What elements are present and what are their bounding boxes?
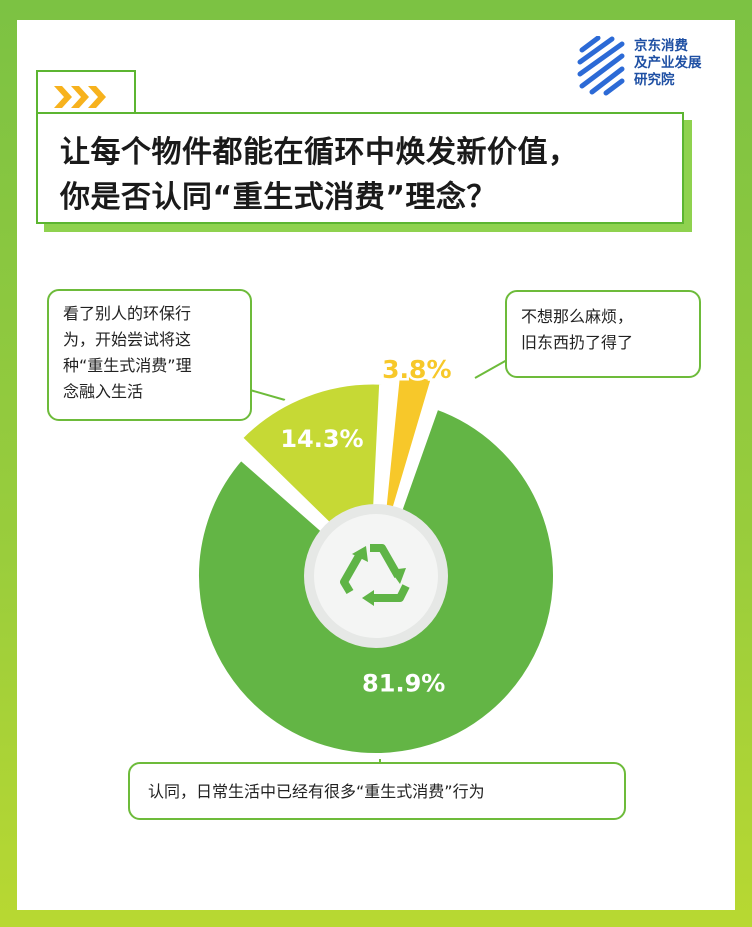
callout-throw-away: 不想那么麻烦， 旧东西扔了得了	[505, 290, 701, 378]
publisher-name-line-1: 京东消费	[634, 38, 688, 54]
center-disc	[314, 514, 438, 638]
callout-b-line-1: 不想那么麻烦，	[521, 307, 634, 326]
slice-label-2: 14.3%	[280, 425, 363, 453]
callout-connector-a	[249, 389, 286, 401]
callout-a-line-3: 种“重生式消费”理	[63, 356, 192, 375]
callout-agree: 认同，日常生活中已经有很多“重生式消费”行为	[128, 762, 626, 820]
callout-try-rebirth-consumption: 看了别人的环保行 为，开始尝试将这 种“重生式消费”理 念融入生活	[47, 289, 252, 421]
callout-connector-b	[474, 359, 508, 379]
callout-a-line-2: 为，开始尝试将这	[63, 330, 192, 349]
title-box	[36, 112, 684, 224]
publisher-logo: 京东消费 及产业发展 研究院	[576, 36, 716, 96]
callout-b-line-2: 旧东西扔了得了	[521, 333, 634, 352]
slice-label-3: 3.8%	[382, 355, 451, 384]
chart-title-line-2: 你是否认同“重生式消费”理念？	[60, 180, 497, 215]
publisher-name-line-2: 及产业发展	[634, 55, 702, 71]
callout-a-line-4: 念融入生活	[63, 382, 144, 401]
callout-a-line-1: 看了别人的环保行	[63, 304, 192, 323]
stripe-logo-icon	[577, 36, 625, 96]
chevron-right-icon	[54, 86, 106, 108]
title-tab	[36, 70, 136, 114]
publisher-name-line-3: 研究院	[634, 72, 675, 88]
publisher-name: 京东消费 及产业发展 研究院	[634, 38, 724, 89]
recycle-icon	[340, 544, 410, 606]
slice-label-1: 81.9%	[362, 669, 445, 697]
chart-title-line-1: 让每个物件都能在循环中焕发新价值，	[60, 135, 579, 170]
callout-c-text: 认同，日常生活中已经有很多“重生式消费”行为	[148, 782, 485, 801]
